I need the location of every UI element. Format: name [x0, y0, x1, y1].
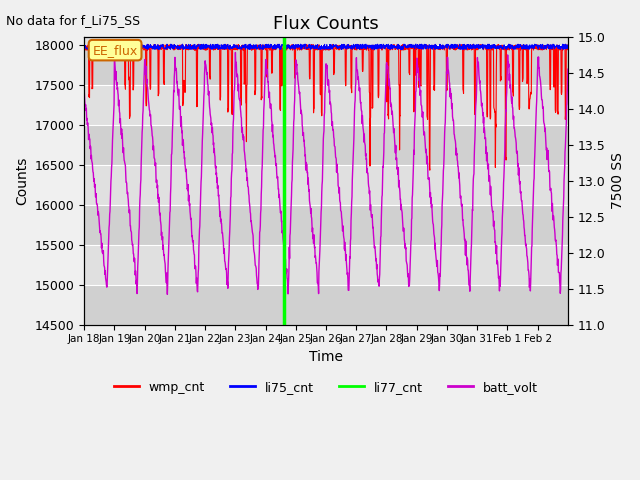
Y-axis label: Counts: Counts	[15, 157, 29, 205]
Text: EE_flux: EE_flux	[93, 44, 138, 57]
Y-axis label: 7500 SS: 7500 SS	[611, 153, 625, 209]
Bar	[84, 125, 568, 165]
Bar	[84, 205, 568, 245]
Bar	[84, 85, 568, 125]
Legend: wmp_cnt, li75_cnt, li77_cnt, batt_volt: wmp_cnt, li75_cnt, li77_cnt, batt_volt	[109, 376, 543, 399]
Title: Flux Counts: Flux Counts	[273, 15, 379, 33]
Bar	[84, 285, 568, 324]
X-axis label: Time: Time	[309, 350, 343, 364]
Text: No data for f_Li75_SS: No data for f_Li75_SS	[6, 14, 141, 27]
Bar	[84, 45, 568, 85]
Bar	[84, 245, 568, 285]
Bar	[84, 165, 568, 205]
